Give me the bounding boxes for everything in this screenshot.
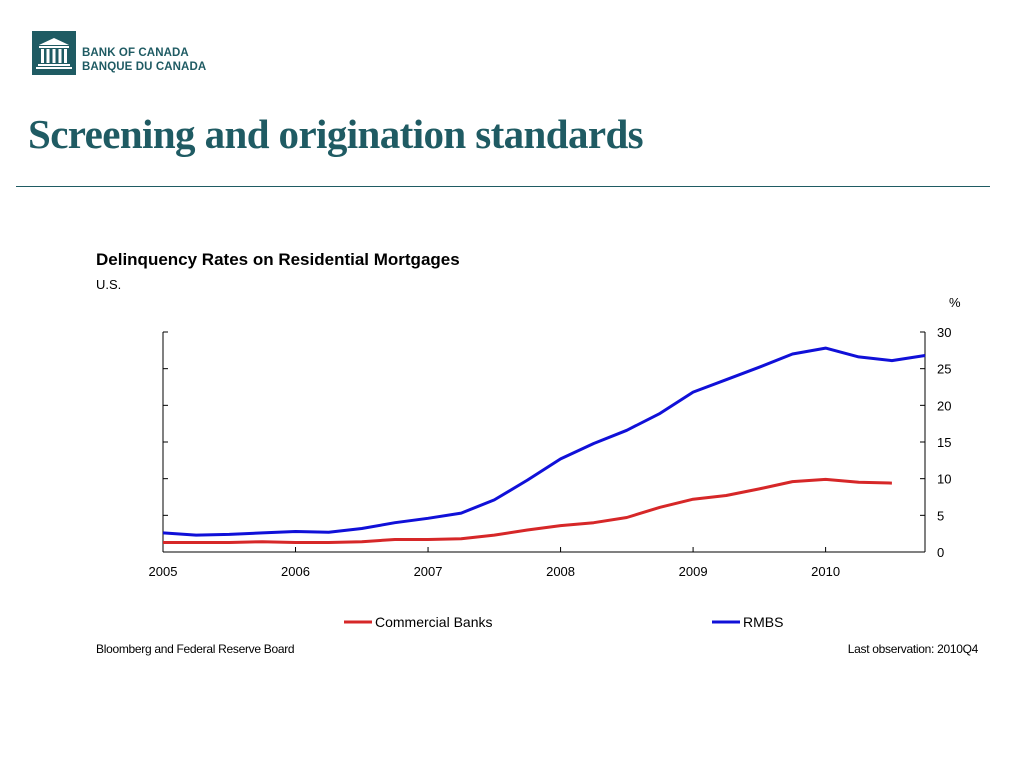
y-tick-label: 5 xyxy=(937,508,944,523)
x-tick-label: 2009 xyxy=(679,564,708,579)
series-line-commercial-banks xyxy=(163,477,892,544)
logo-line-english: BANK OF CANADA xyxy=(82,47,189,59)
series-line-rmbs xyxy=(162,346,926,537)
x-tick-label: 2007 xyxy=(414,564,443,579)
last-observation-note: Last observation: 2010Q4 xyxy=(847,642,979,656)
source-note: Bloomberg and Federal Reserve Board xyxy=(96,642,295,656)
x-tick-label: 2005 xyxy=(149,564,178,579)
y-tick-label: 10 xyxy=(937,472,951,487)
logo-line-french: BANQUE DU CANADA xyxy=(82,61,207,73)
y-unit-label: % xyxy=(949,295,961,310)
bank-of-canada-logo: BANK OF CANADA BANQUE DU CANADA xyxy=(32,31,232,77)
title-divider xyxy=(16,186,990,187)
legend-label-commercial-banks: Commercial Banks xyxy=(375,614,492,630)
bank-building-icon xyxy=(32,31,76,75)
chart-title: Delinquency Rates on Residential Mortgag… xyxy=(96,250,460,269)
y-tick-label: 25 xyxy=(937,362,951,377)
x-tick-label: 2006 xyxy=(281,564,310,579)
y-tick-label: 0 xyxy=(937,545,944,560)
delinquency-line-chart: 0 5 10 15 20 25 30% 2005 2006 2007 2008 2009 2010 Com… xyxy=(149,295,961,630)
chart-subtitle: U.S. xyxy=(96,277,122,292)
logo-wordmark: BANK OF CANADA BANQUE DU CANADA xyxy=(82,46,206,74)
y-tick-label: 15 xyxy=(937,435,951,450)
y-tick-label: 20 xyxy=(937,398,951,413)
x-tick-label: 2008 xyxy=(546,564,575,579)
x-tick-label: 2010 xyxy=(811,564,840,579)
legend-label-rmbs: RMBS xyxy=(743,614,783,630)
slide-title: Screening and origination standards xyxy=(28,111,644,157)
y-tick-label: 30 xyxy=(937,325,951,340)
